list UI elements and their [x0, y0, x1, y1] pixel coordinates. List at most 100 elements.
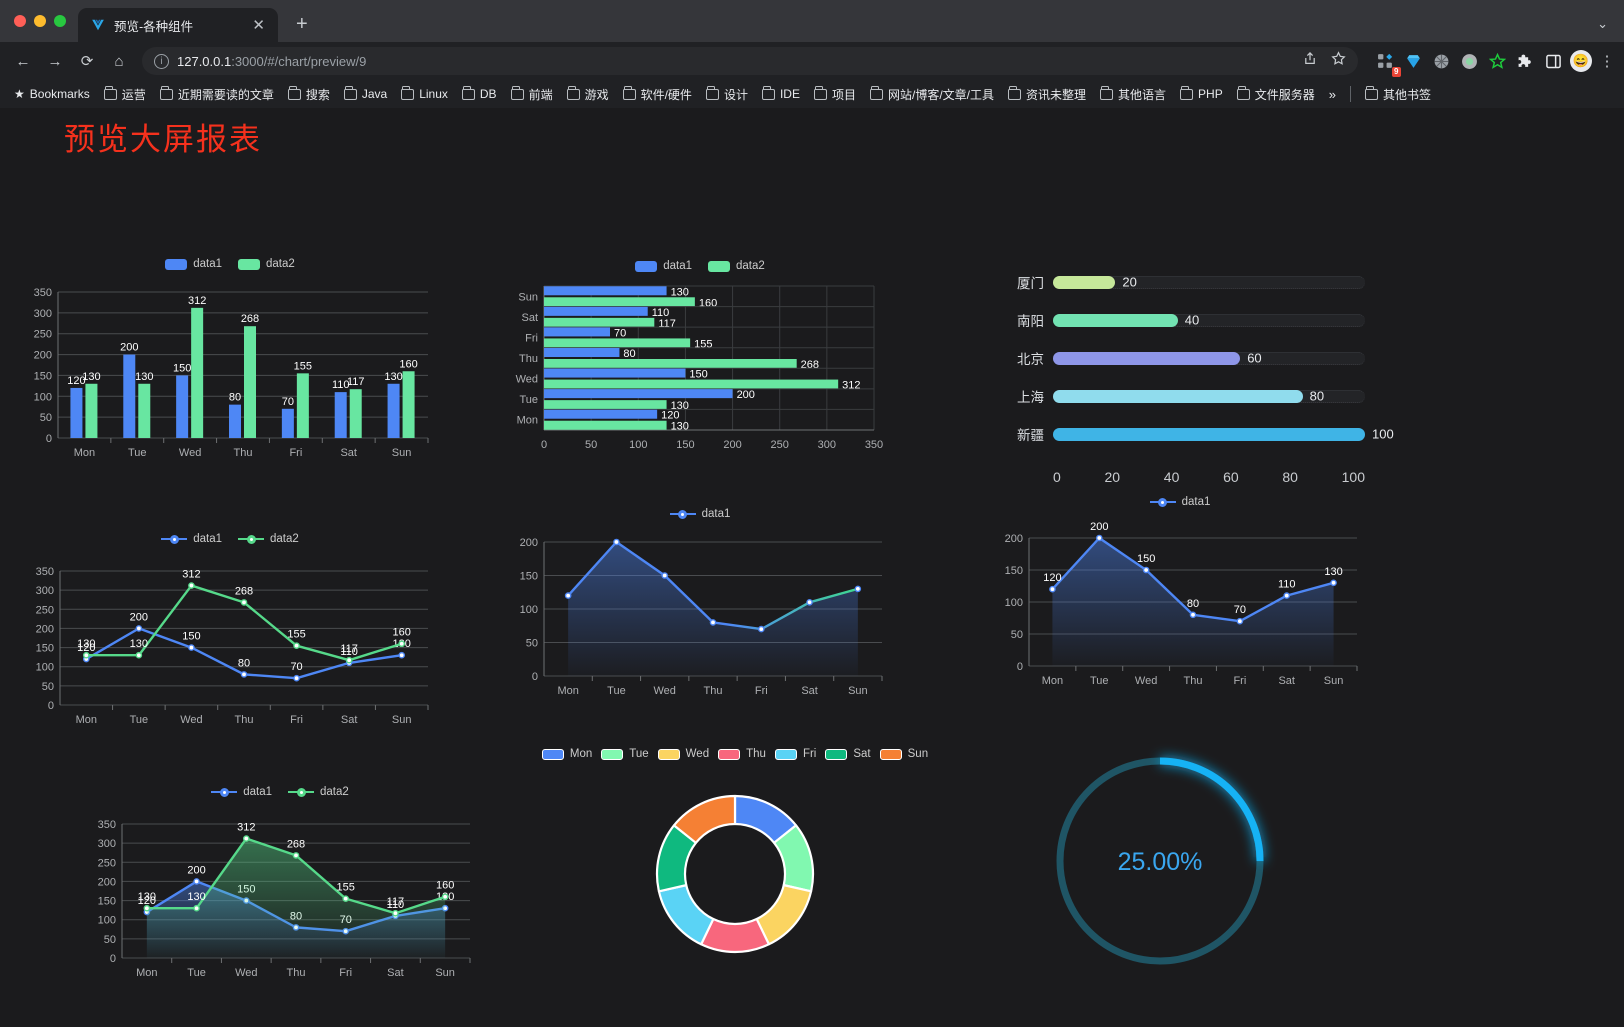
bookmark-label: 软件/硬件 [640, 87, 692, 102]
legend-swatch [825, 748, 848, 760]
progress-bar-label: 上海 [1017, 390, 1044, 405]
progress-bar-track[interactable]: 40 [1053, 313, 1365, 328]
bookmark-folder[interactable]: 搜索 [282, 83, 336, 106]
legend-item-sat[interactable]: Sat [825, 748, 871, 760]
svg-text:120: 120 [67, 375, 85, 387]
address-bar[interactable]: i 127.0.0.1:3000/#/chart/preview/9 [142, 47, 1358, 75]
legend-item-data2[interactable]: data2 [238, 258, 295, 270]
close-tab-button[interactable]: ✕ [252, 16, 265, 34]
svg-text:Wed: Wed [516, 374, 538, 386]
bookmark-folder[interactable]: 软件/硬件 [617, 83, 698, 106]
extensions-grid-icon[interactable]: 9 [1374, 50, 1401, 77]
green-star-icon[interactable] [1486, 50, 1508, 72]
browser-tab[interactable]: 预览-各种组件 ✕ [78, 8, 278, 42]
bookmark-folder[interactable]: DB [456, 84, 503, 104]
legend-item-data1[interactable]: data1 [211, 786, 272, 798]
other-bookmarks-folder[interactable]: 其他书签 [1359, 83, 1437, 106]
folder-icon [343, 86, 357, 100]
bookmark-folder[interactable]: 网站/博客/文章/工具 [864, 83, 1000, 106]
bookmark-folder[interactable]: 其他语言 [1094, 83, 1172, 106]
legend-item-mon[interactable]: Mon [541, 748, 592, 760]
svg-text:Tue: Tue [128, 447, 147, 459]
svg-text:130: 130 [671, 421, 689, 433]
reload-icon[interactable]: ⟳ [80, 53, 94, 70]
share-icon[interactable] [1303, 51, 1317, 71]
progress-bar-track[interactable]: 20 [1053, 275, 1365, 290]
legend-label: data2 [270, 533, 299, 545]
legend-item-data2[interactable]: data2 [708, 260, 765, 272]
legend-item-data2[interactable]: data2 [288, 786, 349, 798]
folder-icon [1008, 86, 1021, 100]
puzzle-icon[interactable] [1514, 50, 1536, 72]
bookmark-folder[interactable]: 文件服务器 [1231, 83, 1321, 106]
svg-text:130: 130 [187, 891, 205, 903]
profile-avatar[interactable]: 😄 [1570, 50, 1592, 72]
minimize-window-button[interactable] [34, 15, 46, 27]
home-icon[interactable]: ⌂ [114, 52, 124, 70]
bookmark-folder[interactable]: 近期需要读的文章 [154, 83, 280, 106]
diamond-icon[interactable] [1402, 50, 1424, 72]
new-tab-button[interactable]: + [296, 13, 308, 35]
maximize-window-button[interactable] [54, 15, 66, 27]
legend-item-fri[interactable]: Fri [774, 748, 817, 760]
progress-bar-track[interactable]: 80 [1053, 389, 1365, 404]
site-info-icon[interactable]: i [154, 53, 169, 69]
progress-bar-track[interactable]: 60 [1053, 351, 1365, 366]
bookmark-folder[interactable]: 资讯未整理 [1002, 83, 1092, 106]
svg-text:Fri: Fri [289, 447, 302, 459]
bookmark-folder[interactable]: 设计 [700, 83, 754, 106]
forward-arrow-icon[interactable]: → [47, 52, 63, 70]
bookmark-folder[interactable]: 前端 [505, 83, 559, 106]
svg-text:Wed: Wed [180, 714, 202, 726]
legend-item-data2[interactable]: data2 [238, 533, 299, 545]
bookmark-folder[interactable]: 游戏 [561, 83, 615, 106]
folder-icon [1236, 86, 1250, 100]
bookmark-folder[interactable]: IDE [756, 84, 806, 104]
svg-text:50: 50 [42, 681, 54, 693]
legend-item-tue[interactable]: Tue [601, 748, 649, 760]
side-panel-icon[interactable] [1542, 50, 1564, 72]
bookmarks-overflow-button[interactable]: » [1328, 86, 1336, 102]
bookmark-star-icon[interactable] [1331, 51, 1346, 71]
bookmark-folder[interactable]: 项目 [808, 83, 862, 106]
legend-item-data1[interactable]: data1 [161, 533, 222, 545]
svg-text:150: 150 [520, 571, 538, 583]
legend-item-sun[interactable]: Sun [879, 748, 928, 760]
svg-text:Thu: Thu [234, 447, 253, 459]
legend-item-data1[interactable]: data1 [1149, 496, 1210, 508]
close-window-button[interactable] [14, 15, 26, 27]
legend-item-data1[interactable]: data1 [165, 258, 222, 270]
back-arrow-icon[interactable]: ← [15, 52, 31, 70]
chart-donut: Mon Tue Wed Thu Fri Sat Sun [530, 748, 940, 998]
gray-circle-icon[interactable] [1458, 50, 1480, 72]
browser-menu-icon[interactable]: ⋮ [1599, 52, 1615, 70]
legend-bar-vertical: data1 data2 [20, 258, 440, 270]
svg-text:350: 350 [34, 287, 52, 299]
legend-item-thu[interactable]: Thu [718, 748, 766, 760]
progress-bar-track[interactable]: 100 [1053, 427, 1394, 442]
svg-text:130: 130 [384, 371, 402, 383]
donut-slice[interactable] [657, 884, 715, 946]
legend-line-gradient: data1 [500, 508, 900, 520]
window-controls[interactable] [10, 0, 78, 42]
tab-search-chevron-down-icon[interactable]: ⌄ [1597, 16, 1608, 31]
progress-bar-label: 南阳 [1017, 314, 1044, 329]
legend-item-data1[interactable]: data1 [635, 260, 692, 272]
legend-label: Wed [685, 748, 710, 760]
legend-item-data1[interactable]: data1 [669, 508, 730, 520]
bookmark-folder[interactable]: PHP [1174, 84, 1229, 104]
legend-item-wed[interactable]: Wed [657, 748, 710, 760]
svg-text:155: 155 [287, 629, 305, 641]
bookmark-label: Java [361, 87, 388, 101]
legend-swatch [774, 748, 797, 760]
legend-label: Fri [802, 748, 817, 760]
gray-globe-icon[interactable] [1430, 50, 1452, 72]
bookmark-folder[interactable]: Java [338, 84, 393, 104]
bookmarks-root[interactable]: ★ Bookmarks [8, 84, 96, 104]
donut-slice[interactable] [672, 794, 737, 844]
legend-swatch [165, 258, 188, 270]
bookmark-folder[interactable]: 运营 [98, 83, 152, 106]
url-path: :3000/#/chart/preview/9 [231, 53, 367, 69]
donut-plot [655, 794, 815, 954]
bookmark-folder[interactable]: Linux [395, 84, 454, 104]
